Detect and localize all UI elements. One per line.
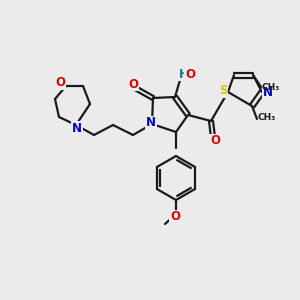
Text: O: O: [185, 68, 195, 82]
Text: H: H: [179, 68, 189, 80]
Text: N: N: [146, 116, 156, 130]
Text: N: N: [72, 122, 82, 134]
Text: S: S: [219, 85, 227, 98]
Text: CH₃: CH₃: [262, 82, 280, 91]
Text: O: O: [55, 76, 65, 89]
Text: O: O: [210, 134, 220, 148]
Text: O: O: [170, 211, 180, 224]
Text: O: O: [128, 77, 138, 91]
Text: CH₃: CH₃: [258, 112, 276, 122]
Text: N: N: [263, 85, 273, 98]
